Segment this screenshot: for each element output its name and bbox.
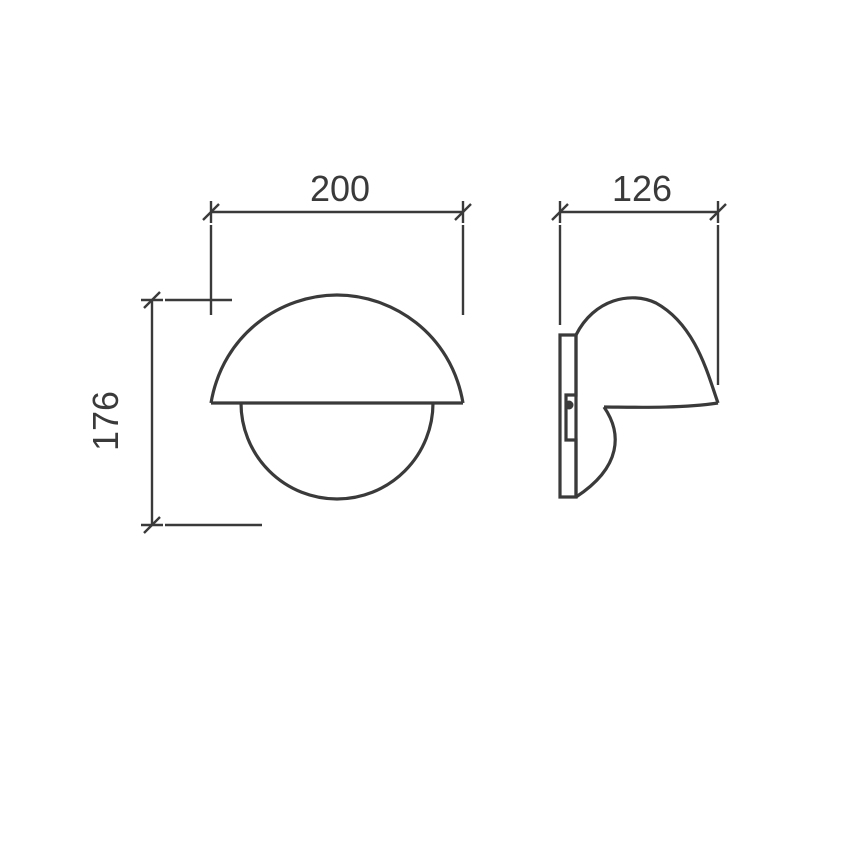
side-bowl	[576, 407, 615, 497]
front-lower-bowl	[241, 403, 433, 499]
technical-drawing: 200 126 176	[0, 0, 868, 868]
dim-width-label: 200	[310, 168, 370, 210]
side-screw-dot	[565, 401, 574, 410]
front-top-profile	[211, 295, 463, 403]
side-rim-under	[604, 403, 718, 407]
dim-depth-label: 126	[612, 168, 672, 210]
side-wall-plate	[560, 335, 576, 497]
drawing-svg	[0, 0, 868, 868]
dim-height-label: 176	[85, 391, 127, 451]
side-hood-top	[576, 298, 718, 403]
